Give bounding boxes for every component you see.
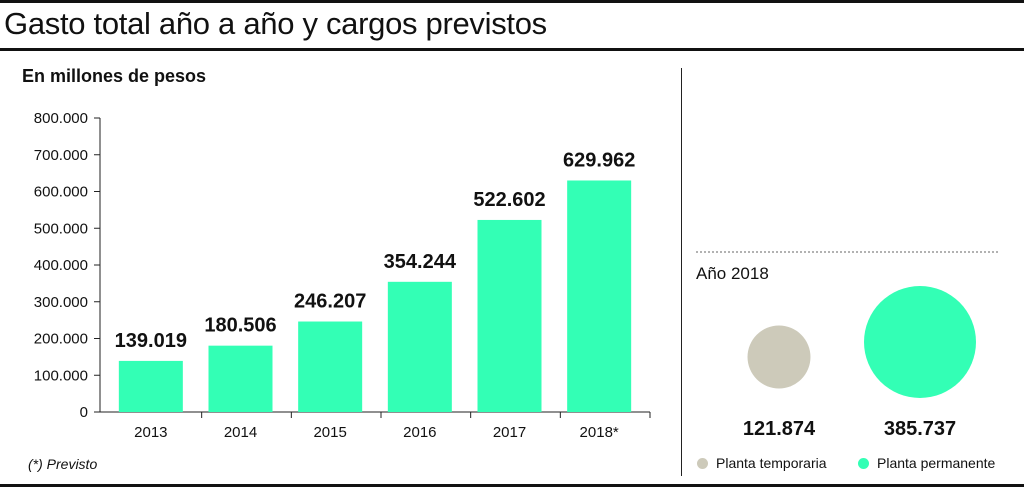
bar-value-label: 246.207 [294,291,366,313]
bar [567,180,632,412]
bar [208,345,273,412]
top-rule [0,0,1024,3]
y-tick-label: 600.000 [34,184,88,201]
legend-swatch-permanent [858,457,869,469]
legend-label-temporary: Planta temporaria [716,455,827,471]
bar-value-label: 629.962 [563,149,635,171]
y-tick-label: 700.000 [34,147,88,164]
y-tick-label: 300.000 [34,294,88,311]
y-tick-label: 200.000 [34,331,88,348]
bar [298,321,363,412]
bar [477,219,542,412]
x-tick-label: 2018* [580,424,619,441]
bar-value-label: 522.602 [473,189,545,211]
y-tick-label: 100.000 [34,367,88,384]
legend-swatch-temporary [697,457,708,469]
y-tick-label: 0 [80,404,88,421]
y-tick-label: 800.000 [34,110,88,127]
legend-permanent: Planta permanente [858,455,995,471]
bar [118,360,183,412]
temporary-staff-value: 121.874 [742,418,816,440]
permanent-staff-circle [864,286,976,398]
bar-value-label: 180.506 [204,315,276,337]
bar [387,281,452,412]
x-tick-label: 2015 [313,424,346,441]
title-rule [0,48,1024,51]
y-tick-label: 400.000 [34,257,88,274]
legend-temporary: Planta temporaria [697,455,827,471]
chart-title: Gasto total año a año y cargos previstos [4,6,547,41]
bar-value-label: 139.019 [115,330,187,352]
panel-divider [681,68,682,476]
x-tick-label: 2014 [224,424,257,441]
bar-value-label: 354.244 [384,251,457,273]
footnote: (*) Previsto [28,456,98,472]
temporary-staff-circle [747,325,811,389]
y-tick-label: 500.000 [34,220,88,237]
x-tick-label: 2017 [493,424,526,441]
x-tick-label: 2016 [403,424,436,441]
year-label: Año 2018 [696,264,769,283]
legend-label-permanent: Planta permanente [877,455,996,471]
permanent-staff-value: 385.737 [883,418,957,440]
chart-subtitle: En millones de pesos [22,66,207,86]
x-tick-label: 2013 [134,424,167,441]
bottom-rule [0,484,1024,487]
